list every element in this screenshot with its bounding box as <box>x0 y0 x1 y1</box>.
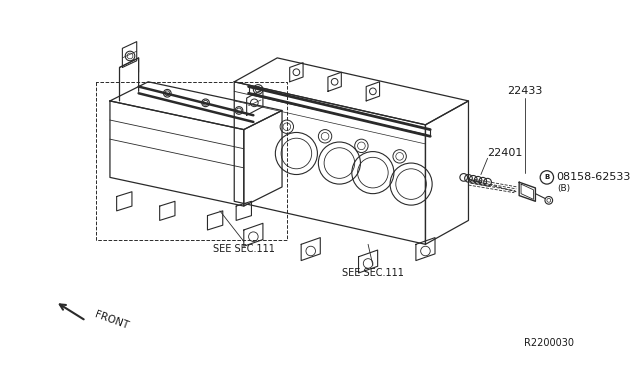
Text: (B): (B) <box>557 185 571 193</box>
Text: FRONT: FRONT <box>93 309 130 331</box>
Text: SEE SEC.111: SEE SEC.111 <box>342 268 404 278</box>
Text: 22401: 22401 <box>488 148 523 158</box>
Text: 22433: 22433 <box>507 86 543 96</box>
Text: B: B <box>544 174 550 180</box>
Text: SEE SEC.111: SEE SEC.111 <box>213 244 275 254</box>
Text: R2200030: R2200030 <box>524 338 573 348</box>
Text: 08158-62533: 08158-62533 <box>556 172 631 182</box>
